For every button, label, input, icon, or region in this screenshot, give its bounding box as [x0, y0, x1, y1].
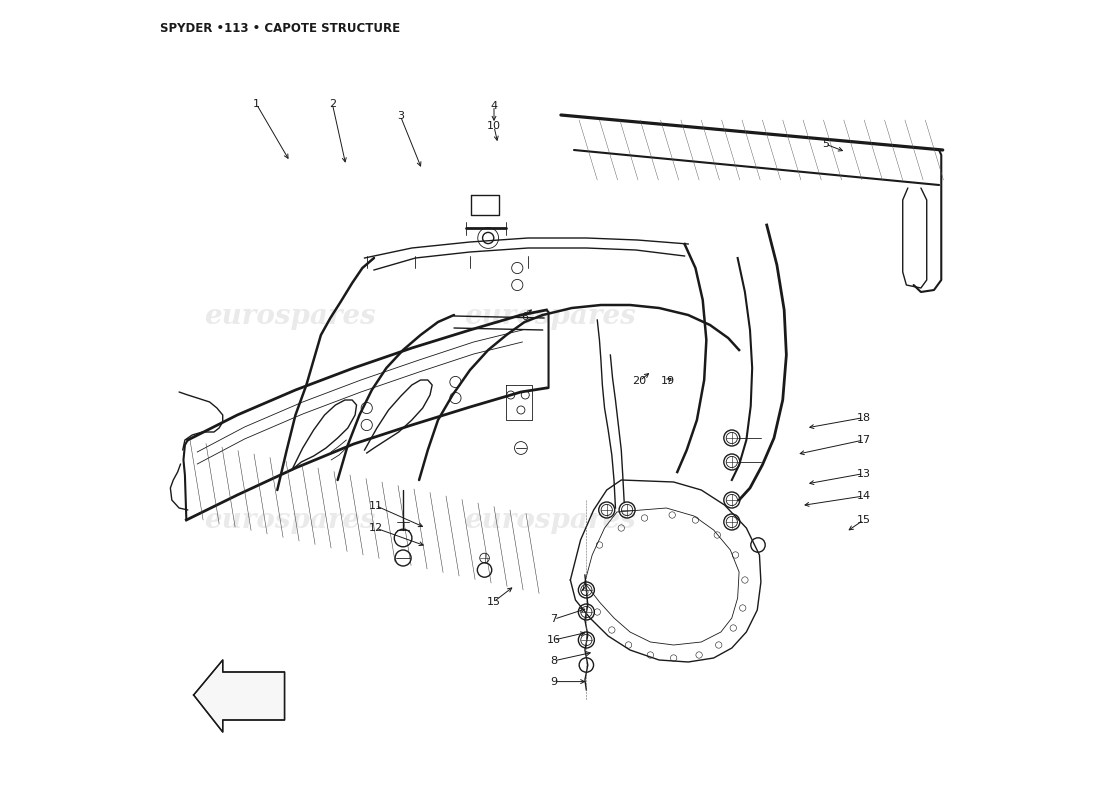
Text: 11: 11: [368, 501, 383, 510]
Text: eurospares: eurospares: [205, 302, 376, 330]
Text: 4: 4: [491, 101, 497, 110]
Text: 7: 7: [550, 614, 558, 624]
Text: SPYDER •113 • CAPOTE STRUCTURE: SPYDER •113 • CAPOTE STRUCTURE: [160, 22, 399, 35]
Text: 16: 16: [547, 635, 561, 645]
Text: 12: 12: [368, 523, 383, 533]
Text: 20: 20: [632, 376, 647, 386]
Text: 17: 17: [857, 435, 871, 445]
Text: 5: 5: [822, 139, 828, 149]
Text: eurospares: eurospares: [464, 506, 636, 534]
Text: eurospares: eurospares: [205, 506, 376, 534]
Text: 19: 19: [660, 376, 674, 386]
Text: 1: 1: [253, 99, 260, 109]
Polygon shape: [194, 660, 285, 732]
Text: 10: 10: [487, 122, 500, 131]
Text: 9: 9: [550, 677, 558, 686]
Text: 2: 2: [329, 99, 336, 109]
Text: 6: 6: [521, 312, 528, 322]
Polygon shape: [194, 660, 285, 732]
Text: 15: 15: [857, 515, 870, 525]
Text: 15: 15: [487, 597, 500, 606]
Text: 8: 8: [550, 656, 558, 666]
Text: 3: 3: [397, 111, 404, 121]
Text: 14: 14: [857, 491, 871, 501]
Text: eurospares: eurospares: [464, 302, 636, 330]
Text: 18: 18: [857, 413, 871, 422]
Text: 13: 13: [857, 469, 870, 478]
